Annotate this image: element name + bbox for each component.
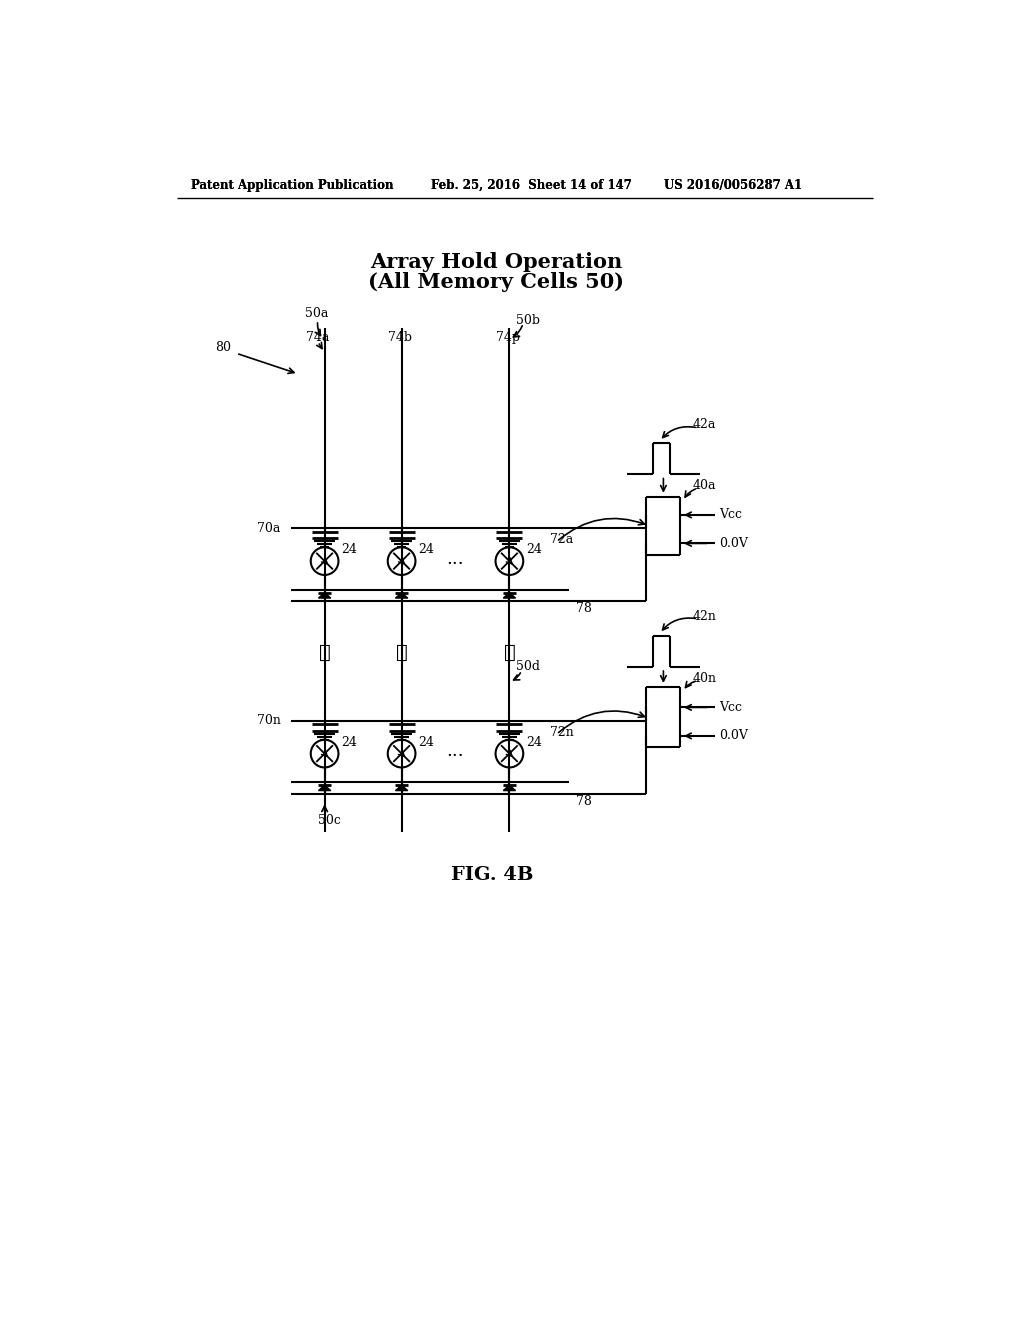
Text: 24: 24: [419, 543, 434, 556]
Text: 40a: 40a: [692, 479, 716, 492]
Text: ...: ...: [446, 550, 464, 568]
Text: 78: 78: [575, 602, 592, 615]
Text: ⋮: ⋮: [395, 644, 408, 663]
Polygon shape: [503, 785, 515, 791]
Text: ...: ...: [446, 742, 464, 760]
Text: 40n: 40n: [692, 672, 717, 685]
Polygon shape: [395, 593, 408, 598]
Polygon shape: [318, 785, 331, 791]
Text: ⋮: ⋮: [504, 644, 515, 663]
Text: (All Memory Cells 50): (All Memory Cells 50): [369, 272, 625, 292]
Text: 24: 24: [419, 735, 434, 748]
Text: 50a: 50a: [305, 308, 329, 321]
Text: 42a: 42a: [692, 417, 716, 430]
Text: 50d: 50d: [515, 660, 540, 673]
Text: 50c: 50c: [317, 814, 341, 828]
Text: 24: 24: [526, 543, 543, 556]
Polygon shape: [395, 785, 408, 791]
Text: FIG. 4B: FIG. 4B: [452, 866, 534, 883]
Text: 24: 24: [526, 735, 543, 748]
Text: 0.0V: 0.0V: [719, 730, 748, 742]
Polygon shape: [318, 593, 331, 598]
Text: Array Hold Operation: Array Hold Operation: [371, 252, 623, 272]
Text: US 2016/0056287 A1: US 2016/0056287 A1: [665, 178, 802, 191]
Text: 70n: 70n: [257, 714, 281, 727]
Text: Vcc: Vcc: [719, 701, 741, 714]
Text: Feb. 25, 2016  Sheet 14 of 147: Feb. 25, 2016 Sheet 14 of 147: [431, 178, 632, 191]
Text: 24: 24: [342, 735, 357, 748]
Text: ⋮: ⋮: [318, 644, 331, 663]
Text: 50b: 50b: [515, 314, 540, 326]
Text: 80: 80: [215, 341, 231, 354]
Text: US 2016/0056287 A1: US 2016/0056287 A1: [665, 178, 802, 191]
Text: 70a: 70a: [257, 521, 281, 535]
Text: 74a: 74a: [306, 331, 330, 345]
Text: 24: 24: [342, 543, 357, 556]
Text: Vcc: Vcc: [719, 508, 741, 521]
Text: 74p: 74p: [496, 331, 520, 345]
Text: Feb. 25, 2016  Sheet 14 of 147: Feb. 25, 2016 Sheet 14 of 147: [431, 178, 632, 191]
Text: 0.0V: 0.0V: [719, 537, 748, 550]
Text: 72n: 72n: [550, 726, 574, 739]
Polygon shape: [503, 593, 515, 598]
Text: 72a: 72a: [550, 533, 573, 546]
Text: 42n: 42n: [692, 610, 717, 623]
Text: 74b: 74b: [388, 331, 412, 345]
Text: 78: 78: [575, 795, 592, 808]
Text: Patent Application Publication: Patent Application Publication: [190, 178, 393, 191]
Text: Patent Application Publication: Patent Application Publication: [190, 178, 393, 191]
